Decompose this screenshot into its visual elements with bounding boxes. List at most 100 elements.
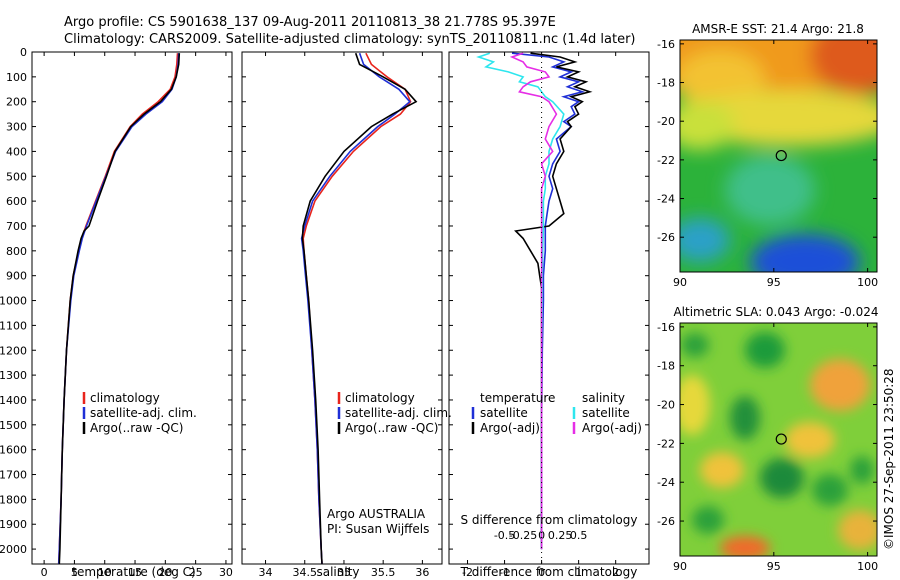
annotation-argo-australia: Argo AUSTRALIA [327, 507, 426, 521]
x-tick-label: 25 [189, 566, 203, 579]
x-tick-label: 10 [98, 566, 112, 579]
depth-tick-label: 1700 [0, 469, 27, 482]
x-tick-label: 95 [767, 276, 781, 289]
figure-title-line2: Climatology: CARS2009. Satellite-adjuste… [64, 32, 636, 47]
sla-low-patch [850, 456, 874, 484]
y-tick-label: -18 [657, 360, 675, 373]
x-tick-label: 100 [857, 560, 878, 573]
x-tick-label: 100 [857, 276, 878, 289]
legend-label: climatology [90, 391, 160, 405]
salinity-ticks: 34 34.5 35 35.5 36 [242, 51, 442, 579]
legend-label: Argo(..raw -QC) [345, 421, 438, 435]
series-line [514, 52, 593, 550]
series-line [58, 53, 181, 565]
sla-high-patch [785, 422, 835, 458]
sst-teal-patch [725, 155, 815, 225]
x-tick-label-salinity: 0.25 [548, 529, 573, 542]
sla-map-ticks: 90 95 100 -16 -18 -20 -22 -24 -26 [657, 321, 878, 573]
legend-label: satellite-adj. clim. [90, 406, 197, 420]
sla-low-patch [692, 506, 724, 534]
sla-map-title: Altimetric SLA: 0.043 Argo: -0.024 [673, 305, 878, 319]
sla-high-patch [700, 452, 744, 488]
legend-label: satellite [480, 406, 528, 420]
sla-high-patch [720, 536, 770, 556]
depth-tick-label: 900 [6, 270, 27, 283]
salinity-axes [241, 51, 443, 565]
depth-tick-label: 1000 [0, 295, 27, 308]
sla-map-image [680, 323, 877, 556]
imos-credit: ©IMOS 27-Sep-2011 23:50:28 [882, 368, 896, 550]
x-tick-label-salinity: -0.5 [494, 529, 515, 542]
x-tick-label: -1 [499, 566, 510, 579]
series-line [301, 52, 418, 565]
sst-yellow-patch [680, 100, 735, 150]
difference-xlabel: T difference from climatology [460, 565, 638, 579]
sla-high-patch [838, 510, 877, 550]
x-tick-label: 5 [71, 566, 78, 579]
x-tick-label: 36 [415, 566, 429, 579]
depth-tick-label: 1200 [0, 344, 27, 357]
difference-ticks: -2 -1 0 1 2-0.5-0.25 0 0.250.5 [449, 51, 649, 579]
depth-tick-label: 300 [6, 121, 27, 134]
x-tick-label: 0 [41, 566, 48, 579]
difference-xlabel-top: S difference from climatology [461, 513, 638, 527]
annotation-pi: PI: Susan Wijffels [327, 522, 429, 536]
series-line [476, 52, 565, 550]
temperature-series [57, 53, 181, 565]
y-tick-label: -24 [657, 476, 675, 489]
salinity-legend: climatology satellite-adj. clim. Argo(..… [327, 391, 452, 536]
series-line [300, 52, 411, 565]
sla-high-patch [680, 375, 710, 435]
series-line [57, 53, 180, 565]
x-tick-label-salinity: 0.5 [570, 529, 588, 542]
depth-tick-label: 1900 [0, 518, 27, 531]
y-tick-label: -26 [657, 515, 675, 528]
x-tick-label: 34.5 [292, 566, 317, 579]
x-tick-label: 0 [538, 566, 545, 579]
sla-high-patch [810, 359, 870, 411]
difference-series [476, 52, 593, 564]
depth-tick-label: 1100 [0, 319, 27, 332]
depth-tick-labels: 0 100 200 300 400 500 600 700 800 900 1000 1100 1200… [0, 46, 27, 556]
sla-low-patch [681, 333, 709, 357]
sst-map-frame [679, 39, 878, 273]
y-tick-label: -20 [657, 399, 675, 412]
depth-tick-label: 600 [6, 195, 27, 208]
depth-tick-label: 1400 [0, 394, 27, 407]
y-tick-label: -22 [657, 154, 675, 167]
x-tick-label: 1 [575, 566, 582, 579]
sla-map-frame [679, 322, 878, 557]
sla-low-patch [745, 332, 785, 368]
depth-tick-label: 1800 [0, 493, 27, 506]
temperature-axes [31, 51, 233, 565]
difference-legend: temperature satellite Argo(-adj) salinit… [471, 391, 642, 435]
depth-tick-label: 1600 [0, 444, 27, 457]
sst-cool-patch [750, 234, 860, 272]
salinity-series [300, 52, 418, 565]
sst-cool-patch [680, 218, 730, 262]
y-tick-label: -16 [657, 321, 675, 334]
y-tick-label: -18 [657, 77, 675, 90]
depth-tick-label: 100 [6, 71, 27, 84]
depth-tick-label: 800 [6, 245, 27, 258]
x-tick-label: 20 [158, 566, 172, 579]
sst-map-ticks: 90 95 100 -16 -18 -20 -22 -24 -26 [657, 38, 878, 289]
legend-label: climatology [345, 391, 415, 405]
x-tick-label: 90 [673, 276, 687, 289]
series-line [509, 52, 558, 550]
sla-low-patch [812, 474, 848, 506]
depth-tick-label: 200 [6, 96, 27, 109]
legend-title-salinity: salinity [582, 391, 625, 405]
sst-warm-patch [810, 40, 877, 95]
y-tick-label: -20 [657, 115, 675, 128]
series-line [57, 53, 179, 565]
y-tick-label: -26 [657, 231, 675, 244]
y-tick-label: -24 [657, 193, 675, 206]
legend-label: satellite-adj. clim. [345, 406, 452, 420]
series-line [511, 52, 586, 550]
temperature-ticks: 0 5 10 15 20 25 30 [32, 51, 233, 579]
depth-tick-label: 400 [6, 145, 27, 158]
temperature-legend: climatology satellite-adj. clim. Argo(..… [82, 391, 197, 435]
difference-axes [448, 51, 650, 565]
